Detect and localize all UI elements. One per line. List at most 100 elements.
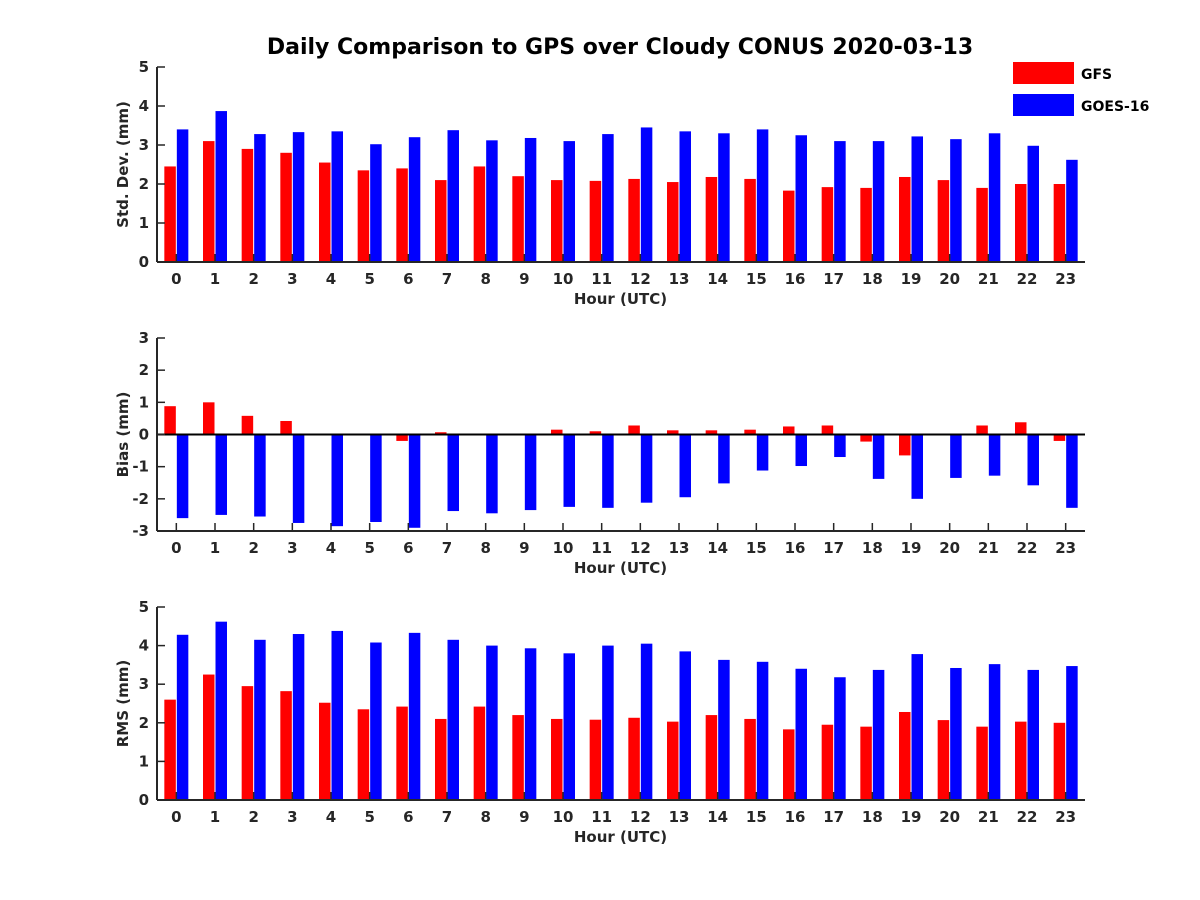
bar-bias-goes16-3 <box>292 434 305 523</box>
bar-rms-gfs-7 <box>435 718 447 800</box>
bar-std-goes16-12 <box>640 127 653 262</box>
bar-std-goes16-21 <box>988 133 1001 262</box>
x-tick-label-std-6: 6 <box>403 270 413 288</box>
x-axis-label-rms: Hour (UTC) <box>574 828 667 846</box>
bar-rms-gfs-23 <box>1053 722 1066 800</box>
bar-bias-goes16-16 <box>795 434 807 467</box>
bar-rms-goes16-15 <box>756 661 769 800</box>
bar-std-gfs-9 <box>512 176 524 262</box>
bar-bias-goes16-7 <box>447 434 459 512</box>
x-tick-label-std-3: 3 <box>287 270 297 288</box>
bar-std-gfs-21 <box>976 187 988 262</box>
bar-rms-gfs-11 <box>589 719 602 800</box>
x-tick-label-rms-18: 18 <box>862 808 883 826</box>
bar-bias-goes16-20 <box>950 434 962 478</box>
bar-rms-gfs-15 <box>744 718 756 800</box>
legend: GFS GOES-16 <box>1013 62 1149 116</box>
x-tick-label-bias-23: 23 <box>1055 539 1076 557</box>
bar-rms-goes16-11 <box>602 645 614 800</box>
bar-std-gfs-14 <box>705 176 718 262</box>
y-tick-label-bias-6: 3 <box>139 329 149 347</box>
x-tick-label-rms-1: 1 <box>210 808 220 826</box>
bar-bias-goes16-22 <box>1027 434 1039 486</box>
bar-std-gfs-8 <box>473 166 486 262</box>
bar-bias-goes16-8 <box>486 434 498 514</box>
y-tick-label-std-1: 1 <box>139 214 149 232</box>
x-tick-label-bias-7: 7 <box>442 539 452 557</box>
bar-bias-gfs-16 <box>783 426 795 435</box>
bar-std-gfs-4 <box>319 162 331 262</box>
bar-std-goes16-9 <box>524 137 537 262</box>
x-tick-label-std-2: 2 <box>248 270 258 288</box>
bar-bias-goes16-13 <box>679 434 691 498</box>
x-tick-label-rms-0: 0 <box>171 808 181 826</box>
bar-bias-gfs-18 <box>860 434 872 442</box>
bar-rms-goes16-7 <box>447 639 459 800</box>
bar-std-goes16-22 <box>1027 145 1039 262</box>
x-tick-label-std-17: 17 <box>823 270 844 288</box>
x-tick-label-rms-3: 3 <box>287 808 297 826</box>
bar-std-goes16-10 <box>563 141 575 262</box>
bar-bias-goes16-10 <box>563 434 575 507</box>
x-tick-label-std-21: 21 <box>978 270 999 288</box>
bar-std-gfs-10 <box>551 180 563 262</box>
bar-bias-goes16-1 <box>215 434 227 515</box>
x-tick-label-rms-6: 6 <box>403 808 413 826</box>
bar-bias-gfs-21 <box>976 425 988 435</box>
x-tick-label-std-11: 11 <box>591 270 612 288</box>
bar-bias-goes16-15 <box>756 434 769 471</box>
x-tick-label-std-15: 15 <box>746 270 767 288</box>
bar-std-goes16-23 <box>1066 159 1078 262</box>
bar-bias-gfs-10 <box>551 429 563 435</box>
bar-bias-gfs-22 <box>1015 422 1027 435</box>
bar-bias-goes16-2 <box>254 434 266 517</box>
x-tick-label-rms-11: 11 <box>591 808 612 826</box>
bar-std-goes16-19 <box>911 136 923 262</box>
x-axis-label-std: Hour (UTC) <box>574 290 667 308</box>
legend-swatch-gfs <box>1013 62 1074 84</box>
bar-bias-goes16-6 <box>408 434 421 528</box>
bar-bias-goes16-0 <box>176 434 189 519</box>
x-tick-label-bias-4: 4 <box>326 539 336 557</box>
x-tick-label-std-19: 19 <box>901 270 922 288</box>
x-tick-label-rms-13: 13 <box>669 808 690 826</box>
bar-std-gfs-0 <box>164 166 176 262</box>
y-axis-label-bias: Bias (mm) <box>114 392 132 478</box>
bar-std-goes16-1 <box>215 111 227 262</box>
x-tick-label-bias-6: 6 <box>403 539 413 557</box>
bar-bias-goes16-18 <box>872 434 885 479</box>
bar-rms-goes16-17 <box>834 677 846 800</box>
y-tick-label-std-0: 0 <box>139 253 149 271</box>
x-tick-label-bias-17: 17 <box>823 539 844 557</box>
x-tick-label-rms-9: 9 <box>519 808 529 826</box>
bar-std-goes16-14 <box>718 133 730 262</box>
x-tick-label-bias-13: 13 <box>669 539 690 557</box>
bar-std-gfs-19 <box>899 176 911 262</box>
x-tick-label-bias-5: 5 <box>364 539 374 557</box>
x-tick-label-bias-10: 10 <box>553 539 574 557</box>
x-tick-label-bias-2: 2 <box>248 539 258 557</box>
bar-bias-gfs-14 <box>705 430 718 435</box>
bar-rms-gfs-4 <box>319 702 331 800</box>
bar-std-goes16-16 <box>795 135 807 262</box>
bar-rms-goes16-10 <box>563 653 575 800</box>
bar-rms-gfs-17 <box>821 724 834 800</box>
bar-rms-gfs-19 <box>899 711 911 800</box>
y-tick-label-std-2: 2 <box>139 175 149 193</box>
x-tick-label-std-16: 16 <box>785 270 806 288</box>
bar-bias-goes16-9 <box>524 434 537 511</box>
bar-std-goes16-6 <box>408 137 421 262</box>
bar-rms-goes16-22 <box>1027 669 1039 800</box>
chart-title: Daily Comparison to GPS over Cloudy CONU… <box>267 35 973 60</box>
bar-std-goes16-11 <box>602 134 614 262</box>
x-tick-label-bias-3: 3 <box>287 539 297 557</box>
x-tick-label-std-9: 9 <box>519 270 529 288</box>
y-tick-label-rms-1: 1 <box>139 752 149 770</box>
bar-rms-gfs-22 <box>1015 721 1027 800</box>
bar-std-goes16-13 <box>679 131 691 262</box>
bar-rms-gfs-16 <box>783 729 795 800</box>
bar-bias-gfs-15 <box>744 429 756 435</box>
x-tick-label-bias-0: 0 <box>171 539 181 557</box>
